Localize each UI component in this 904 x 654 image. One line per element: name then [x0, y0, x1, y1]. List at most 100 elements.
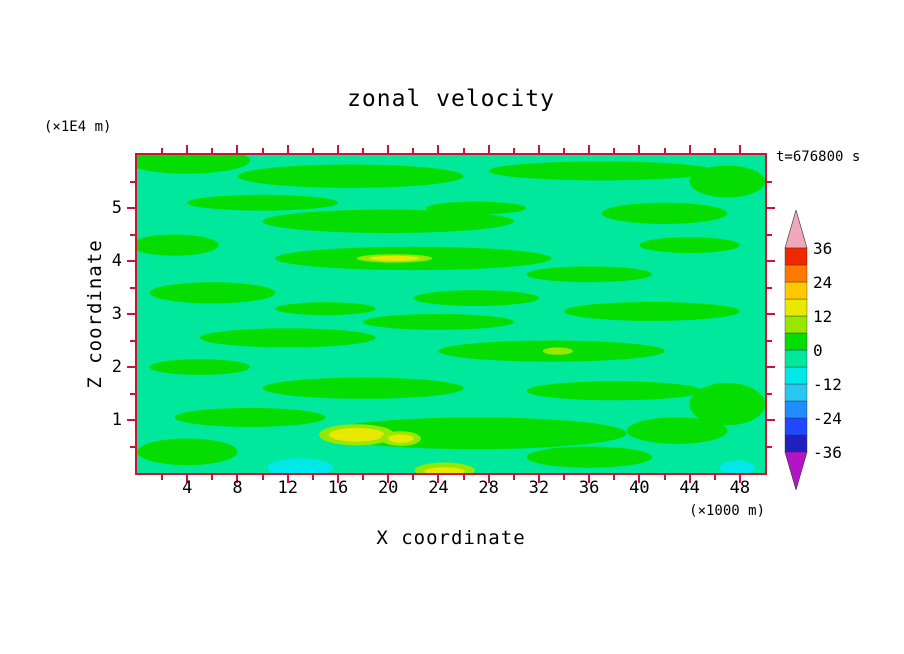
axis-tick — [613, 475, 616, 480]
axis-tick — [767, 339, 772, 342]
x-tick-label: 40 — [629, 478, 650, 498]
time-annotation: t=676800 s — [776, 149, 861, 165]
colorbar-label: 12 — [813, 307, 833, 326]
colorbar-label: 24 — [813, 273, 833, 292]
axis-tick — [688, 145, 691, 153]
axis-tick — [130, 233, 135, 236]
axis-tick — [767, 392, 772, 395]
z-tick-label: 1 — [111, 410, 122, 430]
axis-tick — [211, 475, 214, 480]
x-tick-label: 48 — [729, 478, 751, 498]
axis-tick — [738, 145, 741, 153]
axis-tick — [738, 475, 741, 483]
axis-tick — [412, 475, 415, 480]
axis-tick — [286, 475, 289, 483]
contour-field — [137, 155, 765, 473]
axis-tick — [362, 148, 365, 153]
axis-tick — [563, 475, 566, 480]
axis-tick — [563, 148, 566, 153]
axis-tick — [663, 475, 666, 480]
x-tick-label: 20 — [377, 478, 399, 498]
axis-tick — [487, 145, 490, 153]
x-tick-label: 8 — [232, 478, 243, 498]
axis-tick — [767, 207, 775, 209]
axis-tick — [713, 475, 716, 480]
axis-tick — [537, 145, 540, 153]
axis-tick — [130, 392, 135, 395]
axis-tick — [767, 445, 772, 448]
z-tick-label: 5 — [111, 198, 122, 218]
axis-tick — [462, 475, 465, 480]
axis-tick — [767, 233, 772, 236]
axis-tick — [362, 475, 365, 480]
plot-frame — [135, 153, 767, 475]
axis-tick — [130, 180, 135, 183]
axis-tick — [127, 207, 135, 209]
axis-tick — [462, 148, 465, 153]
axis-tick — [130, 339, 135, 342]
axis-tick — [437, 145, 440, 153]
x-tick-label: 44 — [679, 478, 700, 498]
colorbar-svg — [784, 210, 808, 490]
axis-tick — [638, 145, 641, 153]
colorbar-label: 36 — [813, 239, 833, 258]
axis-tick — [767, 260, 775, 262]
axis-tick — [767, 366, 775, 368]
axis-tick — [161, 148, 164, 153]
axis-tick — [387, 475, 390, 483]
axis-tick — [638, 475, 641, 483]
axis-tick — [211, 148, 214, 153]
axis-tick — [186, 145, 189, 153]
axis-tick — [537, 475, 540, 483]
axis-tick — [261, 148, 264, 153]
axis-tick — [387, 145, 390, 153]
axis-tick — [261, 475, 264, 480]
axis-tick — [713, 148, 716, 153]
colorbar-label: -12 — [813, 375, 842, 394]
x-tick-label: 12 — [277, 478, 298, 498]
x-tick-label: 24 — [428, 478, 449, 498]
x-tick-label: 16 — [327, 478, 349, 498]
colorbar-label: -24 — [813, 409, 842, 428]
axis-tick — [512, 475, 515, 480]
axis-tick — [688, 475, 691, 483]
colorbar-label: 0 — [813, 341, 823, 360]
colorbar-label: -36 — [813, 443, 842, 462]
axis-tick — [127, 313, 135, 315]
axis-tick — [588, 475, 591, 483]
z-tick-label: 3 — [111, 304, 122, 324]
axis-tick — [767, 180, 772, 183]
axis-tick — [767, 419, 775, 421]
axis-tick — [286, 145, 289, 153]
axis-tick — [767, 313, 775, 315]
axis-tick — [236, 145, 239, 153]
axis-tick — [336, 475, 339, 483]
axis-tick — [311, 475, 314, 480]
x-tick-label: 4 — [182, 478, 193, 498]
axis-tick — [130, 286, 135, 289]
axis-tick — [127, 366, 135, 368]
axis-tick — [127, 260, 135, 262]
x-axis-label: X coordinate — [376, 527, 526, 549]
axis-tick — [588, 145, 591, 153]
axis-tick — [236, 475, 239, 483]
axis-tick — [412, 148, 415, 153]
axis-tick — [487, 475, 490, 483]
x-tick-label: 36 — [578, 478, 600, 498]
axis-tick — [127, 419, 135, 421]
axis-tick — [311, 148, 314, 153]
axis-tick — [130, 445, 135, 448]
axis-tick — [186, 475, 189, 483]
axis-tick — [663, 148, 666, 153]
axis-tick — [437, 475, 440, 483]
axis-tick — [336, 145, 339, 153]
x-tick-label: 28 — [478, 478, 499, 498]
y-axis-unit: (×1E4 m) — [44, 119, 112, 135]
x-tick-label: 32 — [528, 478, 550, 498]
chart-title: zonal velocity — [347, 86, 555, 112]
axis-tick — [512, 148, 515, 153]
z-tick-label: 4 — [111, 251, 122, 271]
x-axis-unit: (×1000 m) — [689, 503, 765, 519]
axis-tick — [767, 286, 772, 289]
